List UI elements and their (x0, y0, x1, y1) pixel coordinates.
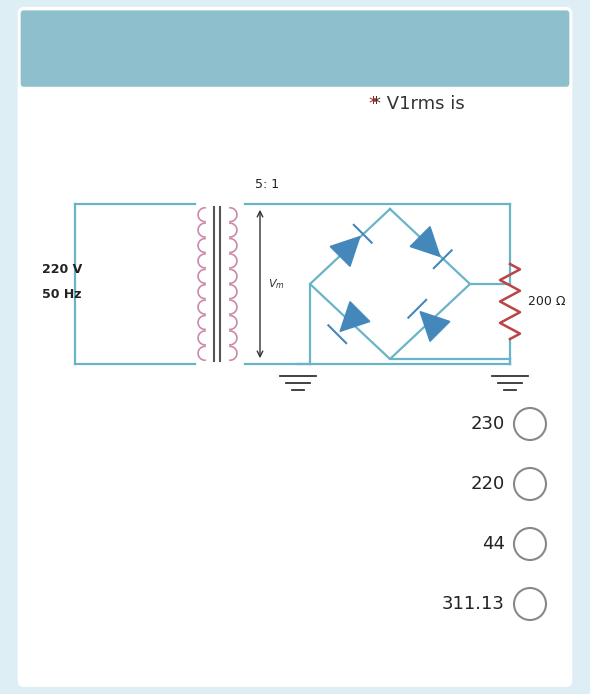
Text: 200 Ω: 200 Ω (528, 295, 565, 308)
Text: 220 V: 220 V (42, 262, 82, 276)
Text: *: * (368, 95, 377, 113)
Text: * V1rms is: * V1rms is (372, 95, 465, 113)
Text: 220: 220 (471, 475, 505, 493)
Text: $V_m$: $V_m$ (268, 277, 284, 291)
Text: Q2: For the circuit shown below: Q2: For the circuit shown below (185, 39, 514, 59)
Polygon shape (410, 227, 440, 256)
Text: 230: 230 (471, 415, 505, 433)
Text: 44: 44 (482, 535, 505, 553)
Polygon shape (340, 302, 370, 332)
Polygon shape (420, 312, 450, 341)
Text: 50 Hz: 50 Hz (42, 287, 81, 301)
Text: 5: 1: 5: 1 (255, 178, 279, 190)
Text: 311.13: 311.13 (442, 595, 505, 613)
Polygon shape (330, 237, 360, 266)
